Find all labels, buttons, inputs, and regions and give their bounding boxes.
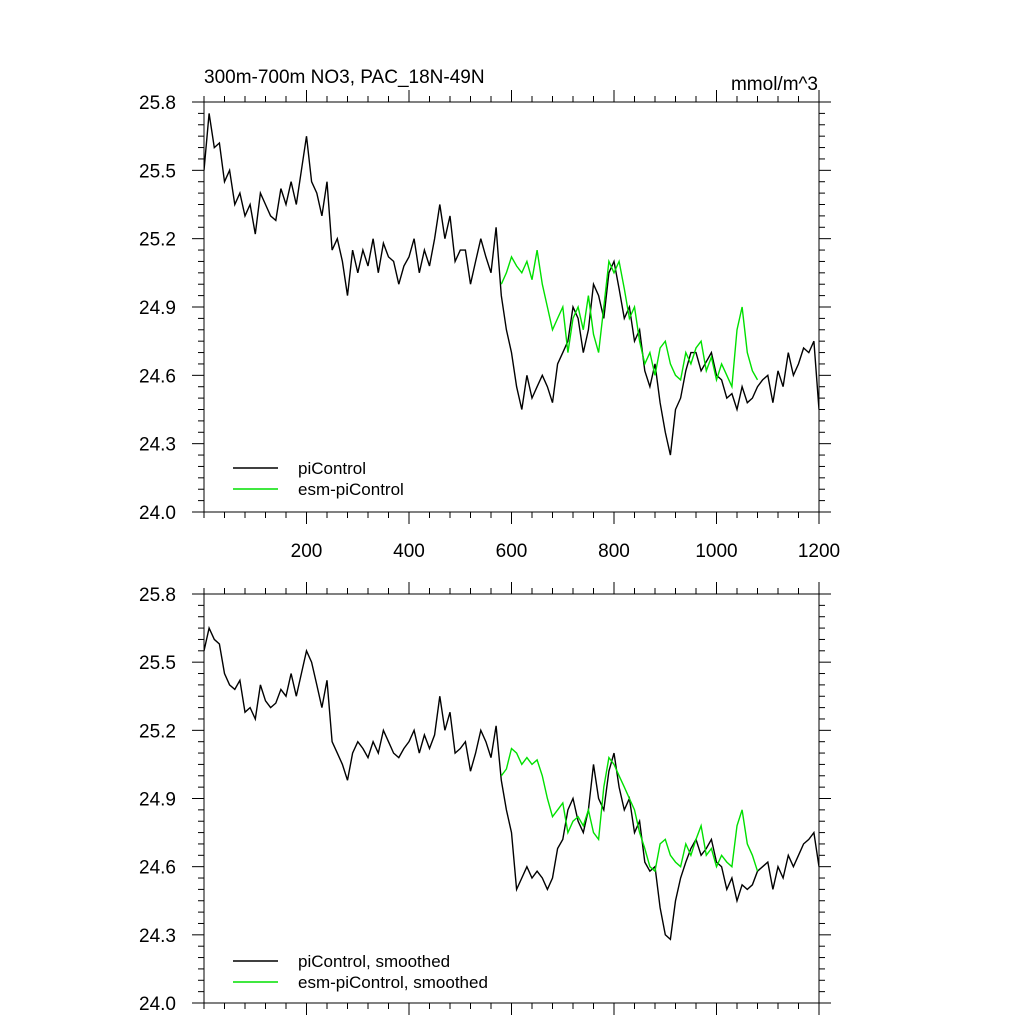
x-tick-label: 400	[393, 541, 425, 562]
series-line-picontrol	[204, 113, 819, 456]
y-tick-label: 24.3	[139, 435, 176, 456]
y-tick-label: 25.5	[139, 161, 176, 182]
y-tick-label: 24.9	[139, 790, 176, 811]
y-tick-label: 25.2	[139, 721, 176, 742]
y-tick-label: 25.2	[139, 230, 176, 251]
top-panel: 24.0 24.3 24.6 24.9 25.2 25.5 25.8 200 400 600 800…	[139, 90, 840, 562]
y-tick-label: 24.9	[139, 298, 176, 319]
series-line-esm-picontrol	[500, 249, 759, 390]
legend-label: piControl, smoothed	[298, 952, 450, 971]
legend-label: piControl	[298, 459, 366, 478]
legend-label: esm-piControl, smoothed	[298, 973, 488, 992]
series-line-esm-picontrol	[500, 747, 759, 873]
y-tick-label: 25.8	[139, 585, 176, 606]
x-tick-label: 600	[496, 541, 528, 562]
plot-frame	[203, 101, 820, 513]
x-tick-label: 800	[598, 541, 630, 562]
y-tick-label: 25.5	[139, 653, 176, 674]
legend-label: esm-piControl	[298, 480, 404, 499]
plot-frame	[203, 593, 820, 1004]
x-tick-label: 1000	[695, 541, 737, 562]
y-tick-label: 24.3	[139, 926, 176, 947]
series-line-picontrol	[204, 625, 819, 941]
x-tick-label: 1200	[798, 541, 840, 562]
bottom-panel: 24.0 24.3 24.6 24.9 25.2 25.5 25.8 piControl, s…	[139, 582, 831, 1015]
x-tick-label: 200	[291, 541, 323, 562]
y-tick-label: 24.6	[139, 858, 176, 879]
y-tick-label: 24.0	[139, 994, 176, 1015]
y-tick-label: 25.8	[139, 93, 176, 114]
chart-title: 300m-700m NO3, PAC_18N-49N	[204, 67, 485, 88]
y-tick-label: 24.6	[139, 366, 176, 387]
y-tick-label: 24.0	[139, 503, 176, 524]
units-label: mmol/m^3	[731, 74, 818, 95]
